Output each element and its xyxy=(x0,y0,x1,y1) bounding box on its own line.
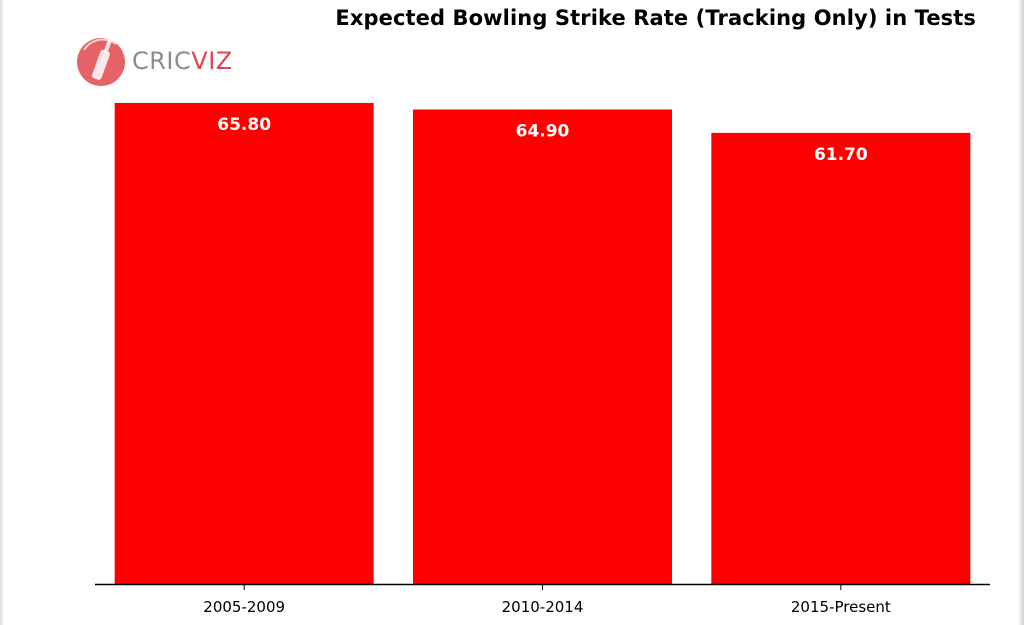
bars-layer xyxy=(114,102,971,585)
chart-title: Expected Bowling Strike Rate (Tracking O… xyxy=(335,6,976,30)
cricket-bat-ball-icon xyxy=(77,38,125,86)
bar-2015-present xyxy=(711,132,971,584)
bar-2010-2014 xyxy=(413,109,672,585)
x-tick-label-2005-2009: 2005-2009 xyxy=(203,598,285,616)
logo-text-main: CRIC xyxy=(132,47,192,75)
data-labels-layer: 65.80 64.90 61.70 xyxy=(217,115,868,165)
x-tick-label-2015-present: 2015-Present xyxy=(791,598,891,616)
bar-2005-2009 xyxy=(114,102,374,584)
logo-text-accent: VIZ xyxy=(191,47,233,75)
data-label-2005-2009: 65.80 xyxy=(217,115,271,135)
left-edge-shadow xyxy=(0,0,4,625)
x-axis-ticks: 2005-2009 2010-2014 2015-Present xyxy=(203,584,891,616)
cricviz-logo: CRICVIZ xyxy=(76,36,232,88)
logo-wordmark: CRICVIZ xyxy=(132,47,233,75)
data-label-2010-2014: 64.90 xyxy=(516,122,570,142)
data-label-2015-present: 61.70 xyxy=(814,145,868,165)
right-edge-shadow xyxy=(1018,0,1024,625)
x-tick-label-2010-2014: 2010-2014 xyxy=(502,598,584,616)
